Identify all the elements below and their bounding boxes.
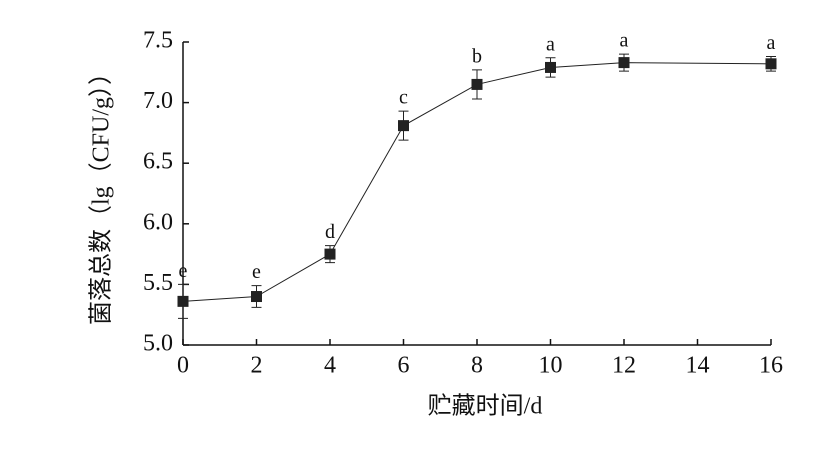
y-axis-label: 菌落总数（lg（CFU/g））	[88, 61, 115, 325]
x-tick-label: 16	[759, 353, 783, 379]
significance-label: b	[472, 45, 482, 67]
y-tick-label: 6.5	[143, 149, 173, 175]
significance-label: a	[546, 33, 555, 55]
data-point	[765, 58, 777, 70]
y-tick-label: 6.0	[143, 209, 173, 235]
y-tick-label: 5.5	[143, 270, 173, 296]
significance-label: a	[767, 32, 776, 54]
significance-label: e	[179, 260, 188, 282]
data-point	[177, 295, 189, 307]
y-tick-label: 7.5	[143, 28, 173, 54]
x-axis-label: 贮藏时间/d	[428, 393, 543, 420]
data-point	[471, 78, 483, 90]
y-tick-label: 7.0	[143, 88, 173, 114]
data-point	[618, 57, 630, 69]
data-point	[251, 291, 262, 303]
series-line	[182, 62, 772, 302]
significance-label: d	[325, 221, 335, 243]
data-point	[398, 120, 409, 132]
significance-label: e	[252, 261, 261, 283]
x-tick-label: 8	[471, 353, 483, 379]
x-tick-label: 14	[686, 353, 710, 379]
x-tick-label: 10	[539, 353, 563, 379]
x-tick-label: 6	[398, 353, 410, 379]
significance-label: a	[620, 30, 629, 52]
x-tick-label: 4	[324, 353, 336, 379]
data-point	[324, 248, 336, 260]
x-tick-label: 12	[612, 353, 636, 379]
x-tick-label: 0	[177, 353, 189, 379]
significance-label: c	[399, 87, 408, 109]
x-tick-label: 2	[251, 353, 263, 379]
data-point	[545, 61, 556, 73]
y-tick-label: 5.0	[143, 331, 173, 357]
